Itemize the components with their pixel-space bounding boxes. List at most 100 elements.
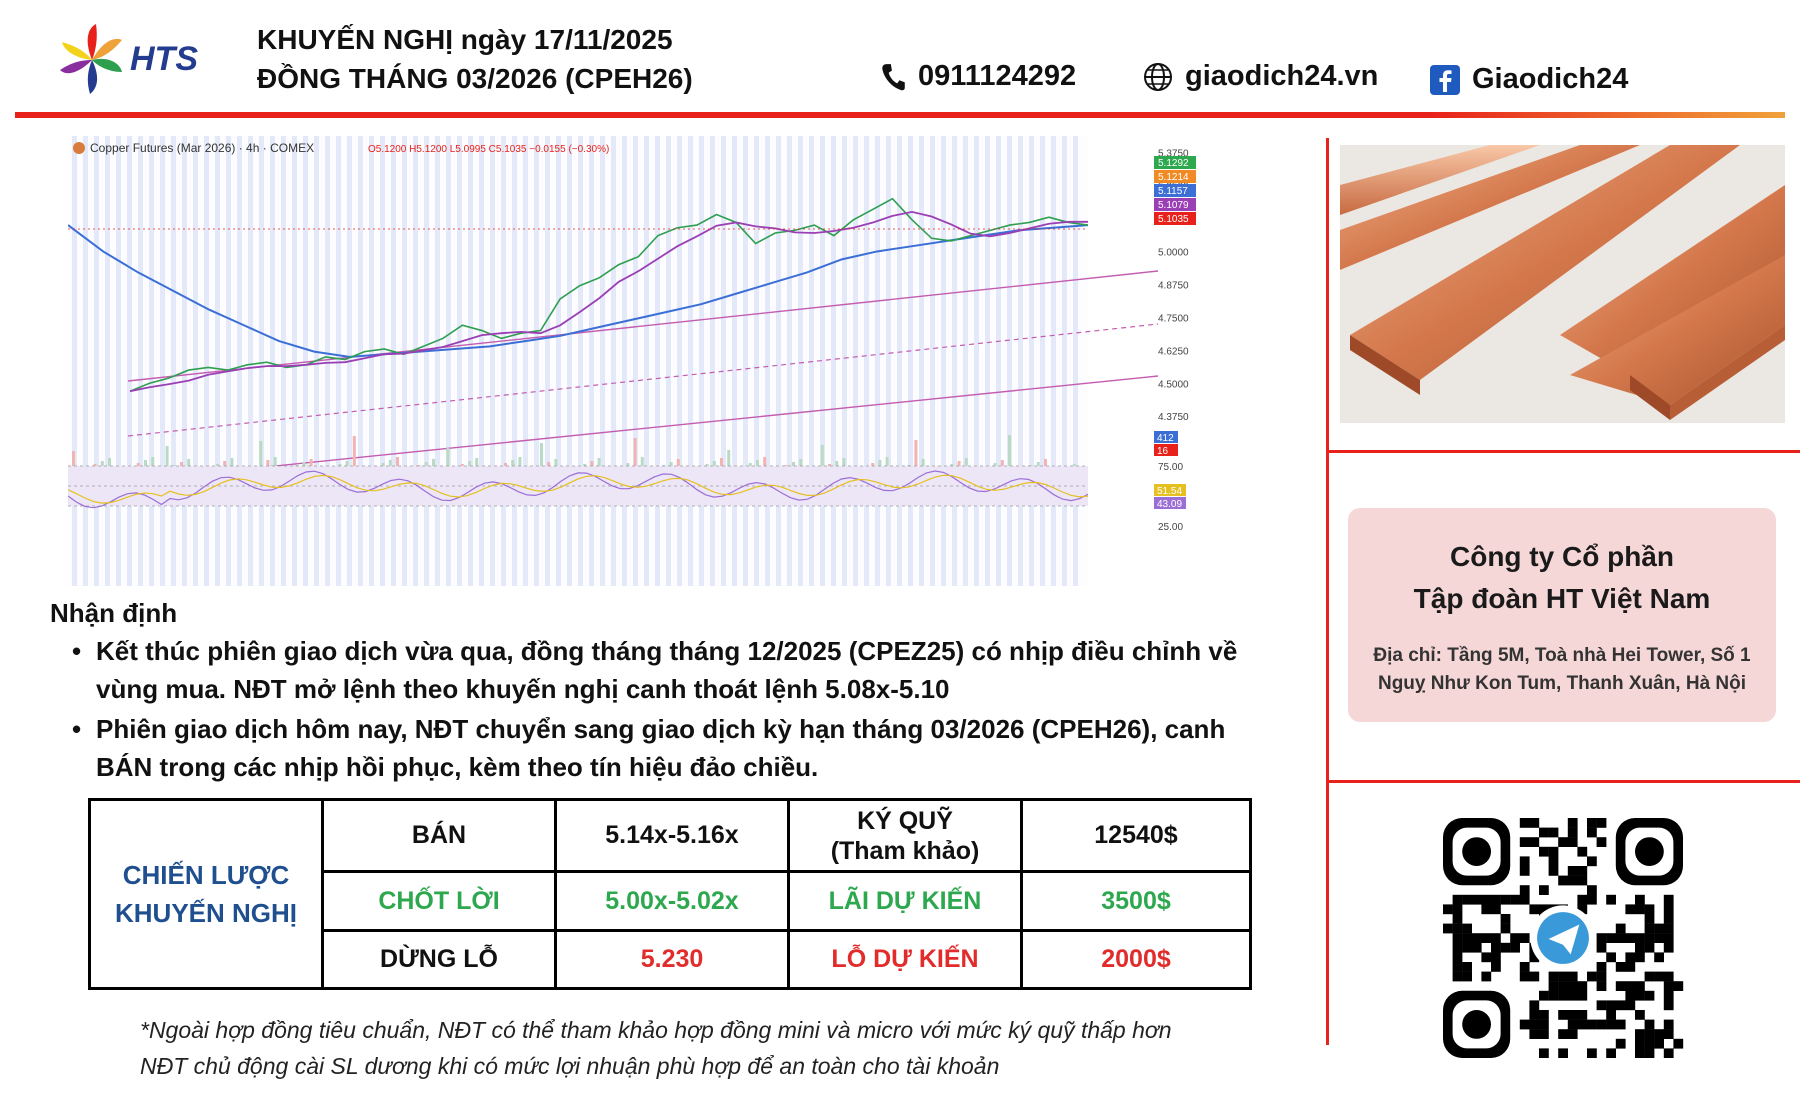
moving-average-fast: [129, 210, 1088, 393]
qr-cell: [1452, 952, 1463, 963]
qr-cell: [1596, 933, 1607, 943]
qr-cell: [1663, 990, 1674, 1001]
qr-cell: [1596, 1019, 1607, 1030]
column-divider: [1326, 138, 1329, 1045]
qr-cell: [1635, 1029, 1645, 1039]
session-stripe: [842, 136, 847, 586]
qr-cell: [1625, 1000, 1636, 1011]
session-stripe: [292, 136, 297, 586]
volume-bar: [446, 448, 450, 476]
qr-cell: [1491, 894, 1501, 905]
qr-cell: [1529, 1029, 1540, 1039]
session-stripe: [666, 136, 671, 586]
session-stripe: [270, 136, 275, 586]
session-stripe: [1040, 136, 1045, 586]
price-tick: 5.3750: [1158, 149, 1189, 160]
qr-cell: [1577, 1019, 1588, 1030]
logo-text: HTS: [130, 40, 198, 78]
session-stripe: [281, 136, 286, 586]
price-tag: 5.1035: [1158, 214, 1189, 225]
facebook-link[interactable]: Giaodich24: [1430, 63, 1628, 96]
qr-cell: [1625, 904, 1636, 915]
qr-cell: [1615, 1019, 1626, 1030]
qr-cell: [1452, 971, 1463, 982]
qr-cell: [1663, 894, 1674, 905]
qr-cell: [1596, 1000, 1607, 1011]
qr-cell: [1596, 942, 1607, 953]
session-stripe: [1007, 136, 1012, 586]
qr-cell: [1491, 952, 1501, 963]
expected-profit-label: LÃI DỰ KIẾN: [787, 870, 1023, 932]
qr-cell: [1635, 1038, 1645, 1049]
website-link[interactable]: giaodich24.vn: [1143, 60, 1378, 93]
session-stripe: [798, 136, 803, 586]
qr-cell: [1644, 1029, 1655, 1039]
session-stripe: [490, 136, 495, 586]
qr-cell: [1587, 856, 1597, 867]
session-stripe: [358, 136, 363, 586]
qr-cell: [1615, 923, 1626, 934]
qr-cell: [1615, 981, 1626, 991]
qr-cell: [1519, 1019, 1530, 1030]
qr-cell: [1558, 875, 1568, 886]
phone-contact[interactable]: 0911124292: [880, 60, 1076, 93]
qr-cell: [1529, 1000, 1540, 1011]
qr-cell: [1625, 933, 1636, 943]
qr-cell: [1606, 1019, 1616, 1030]
qr-cell: [1567, 1019, 1578, 1030]
qr-cell: [1548, 866, 1559, 876]
analysis-heading: Nhận định: [50, 598, 178, 628]
session-stripe: [512, 136, 517, 586]
analysis-bullet: • Phiên giao dịch hôm nay, NĐT chuyển sa…: [72, 710, 1272, 786]
qr-cell: [1635, 904, 1645, 915]
qr-cell: [1452, 904, 1463, 915]
qr-cell: [1654, 971, 1664, 982]
chart-title: Copper Futures (Mar 2026) · 4h · COMEX: [90, 141, 314, 155]
qr-cell: [1462, 942, 1472, 953]
margin-cell: 12540$: [1020, 797, 1252, 874]
qr-cell: [1519, 856, 1530, 867]
qr-cell: [1625, 952, 1636, 963]
qr-finder-marks: [1443, 818, 1683, 1058]
qr-cell: [1663, 1029, 1674, 1039]
price-tag-bg: [1154, 212, 1196, 225]
session-stripe: [105, 136, 110, 586]
phone-number: 0911124292: [918, 60, 1077, 92]
rsi-signal-line: [68, 474, 1089, 504]
qr-cell: [1539, 1048, 1549, 1058]
qr-cell: [1606, 1000, 1616, 1011]
qr-cell: [1635, 1048, 1645, 1058]
session-stripe: [479, 136, 484, 586]
session-stripe: [446, 136, 451, 586]
qr-cell: [1500, 942, 1511, 953]
qr-cell: [1481, 933, 1492, 943]
qr-cell: [1567, 990, 1578, 1001]
session-stripe: [226, 136, 231, 586]
qr-cell: [1529, 818, 1540, 828]
session-stripe: [259, 136, 264, 586]
expected-loss-cell: 2000$: [1020, 928, 1252, 991]
qr-cell: [1644, 933, 1655, 943]
qr-cell: [1548, 856, 1559, 867]
session-stripe: [721, 136, 726, 586]
rsi-tag: 43.09: [1157, 499, 1182, 510]
session-stripe: [776, 136, 781, 586]
qr-cell: [1663, 971, 1674, 982]
qr-cell: [1673, 981, 1684, 991]
qr-cell: [1615, 933, 1626, 943]
qr-cell: [1577, 904, 1588, 915]
qr-cell: [1663, 904, 1674, 915]
section-divider-1: [1326, 450, 1800, 453]
company-address: Địa chỉ: Tầng 5M, Toà nhà Hei Tower, Số …: [1373, 645, 1751, 694]
volume-bar: [820, 445, 824, 476]
qr-cell: [1596, 962, 1607, 972]
qr-cell: [1491, 942, 1501, 953]
volume-bar: [633, 438, 637, 476]
qr-cell: [1596, 837, 1607, 847]
session-stripe: [633, 136, 638, 586]
qr-cell: [1596, 818, 1607, 828]
qr-cell: [1644, 1019, 1655, 1030]
telegram-qr-code[interactable]: [1442, 818, 1684, 1058]
stop-loss-cell: 5.230: [554, 928, 790, 991]
rsi-tag-bg: [1154, 497, 1186, 509]
